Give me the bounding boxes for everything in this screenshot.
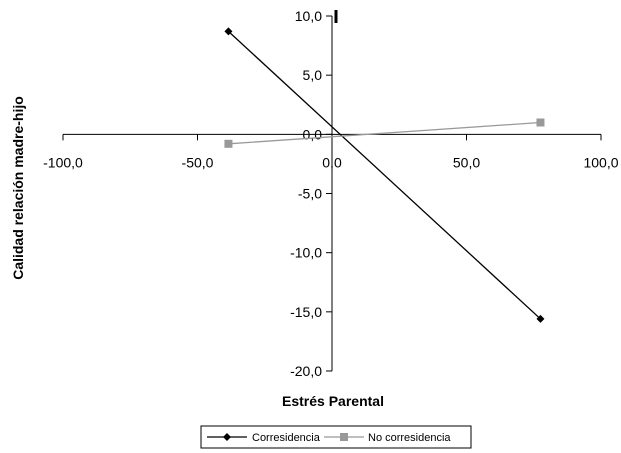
y-axis-title: Calidad relación madre-hijo — [10, 96, 26, 280]
data-point-1-1 — [224, 27, 233, 36]
x-tick-label: 100,0 — [583, 154, 618, 170]
data-point-2-2 — [536, 118, 545, 127]
x-tick-label: 50,0 — [453, 154, 480, 170]
y-tick-label: -15,0 — [290, 304, 322, 320]
x-tick-label: -50,0 — [182, 154, 214, 170]
y-tick-label: 0,0 — [303, 126, 323, 142]
series-line-2 — [228, 121, 541, 145]
x-axis-title: Estrés Parental — [282, 393, 384, 409]
y-tick-label: 5,0 — [303, 67, 323, 83]
series-line-1 — [227, 30, 541, 320]
legend-marker-2 — [340, 433, 348, 441]
axes: Estrés Parental Calidad relación madre-h… — [10, 8, 619, 409]
legend-items: Corresidencia No corresidencia — [207, 432, 451, 444]
y-tick-label: -5,0 — [298, 186, 322, 202]
legend-label-1: Corresidencia — [252, 432, 321, 444]
x-tick-label: -100,0 — [43, 154, 83, 170]
legend-marker-1 — [223, 433, 231, 441]
data-point-1-2 — [536, 314, 545, 323]
data-point-2-1 — [224, 139, 233, 148]
y-tick-label: 10,0 — [295, 8, 322, 24]
legend-label-2: No corresidencia — [368, 432, 451, 444]
series-layer — [224, 27, 545, 323]
y-tick-label: -20,0 — [290, 363, 322, 379]
x-tick-label: 0,0 — [322, 154, 342, 170]
legend: Corresidencia No corresidencia — [200, 425, 472, 449]
y-tick-label: -10,0 — [290, 245, 322, 261]
